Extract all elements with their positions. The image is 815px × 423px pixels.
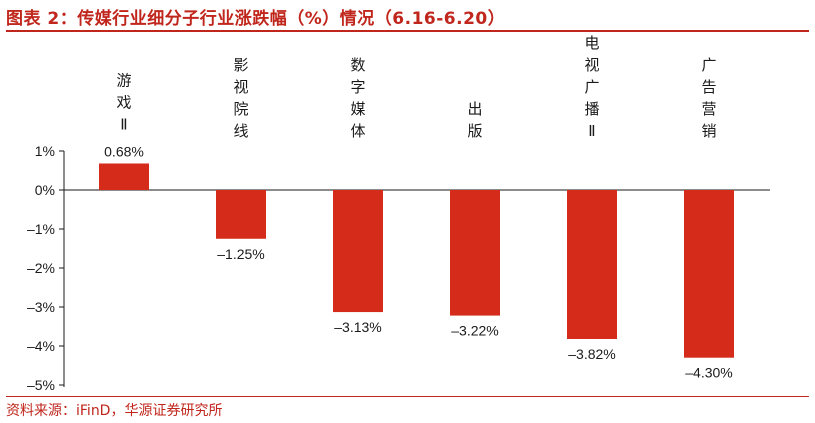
bar-value-label: –3.82% <box>568 346 615 362</box>
category-label-char: 视 <box>584 56 599 74</box>
bar <box>216 190 266 239</box>
y-axis: 1% 0% –1% –2% –3% –4% –5% <box>27 143 770 393</box>
category-label-char: 体 <box>350 122 365 140</box>
category-label-char: 戏 <box>116 93 131 111</box>
bars-group <box>99 163 734 358</box>
category-label-char: 营 <box>701 100 716 118</box>
category-label-char: 告 <box>701 78 716 96</box>
bar-chart: 1% 0% –1% –2% –3% –4% –5% 0.68% –1.25% –3.13% –3.… <box>27 34 770 393</box>
y-tick-label: –3% <box>27 299 55 315</box>
bar <box>450 190 500 316</box>
y-tick-label: –2% <box>27 260 55 276</box>
bar-value-label: –1.25% <box>217 246 264 262</box>
bar-value-label: 0.68% <box>104 143 144 159</box>
category-label-char: 出 <box>467 100 482 118</box>
bar-value-label: –3.22% <box>451 323 498 339</box>
category-label: 游戏 Ⅱ <box>116 71 131 133</box>
title-divider <box>6 30 809 32</box>
y-tick-label: –5% <box>27 377 55 393</box>
bar <box>684 190 734 358</box>
bar <box>567 190 617 339</box>
bar <box>333 190 383 313</box>
category-label: 出版 <box>467 100 482 140</box>
source-divider <box>6 396 809 397</box>
y-tick-label: 0% <box>35 182 55 198</box>
chart-title: 图表 2：传媒行业细分子行业涨跌幅（%）情况（6.16-6.20） <box>6 9 506 29</box>
bar-value-label: –4.30% <box>685 365 732 381</box>
category-label-char: Ⅱ <box>120 115 127 133</box>
category-label-char: 院 <box>233 100 248 118</box>
source-note: 资料来源：iFinD，华源证券研究所 <box>6 403 223 419</box>
category-label-char: 电 <box>584 34 599 52</box>
y-tick-label: –4% <box>27 338 55 354</box>
bar <box>99 163 149 190</box>
category-label-char: 销 <box>701 122 716 140</box>
category-label-char: 广 <box>584 78 599 96</box>
category-label-char: 播 <box>584 100 599 118</box>
category-label-char: 版 <box>467 122 482 140</box>
category-label-char: 视 <box>233 78 248 96</box>
category-label-char: 线 <box>233 122 248 140</box>
category-label-char: 数 <box>350 56 365 74</box>
category-label-char: 影 <box>233 56 248 74</box>
category-label-char: 广 <box>701 56 716 74</box>
y-tick-label: –1% <box>27 221 55 237</box>
category-label-char: 媒 <box>350 100 365 118</box>
category-label-char: 游 <box>116 71 131 89</box>
data-labels-group: 0.68% –1.25% –3.13% –3.22% –3.82% –4.30% <box>104 143 733 380</box>
y-tick-label: 1% <box>35 143 55 159</box>
category-label-char: 字 <box>350 78 365 96</box>
bar-value-label: –3.13% <box>334 319 381 335</box>
category-label-char: Ⅱ <box>588 122 595 140</box>
